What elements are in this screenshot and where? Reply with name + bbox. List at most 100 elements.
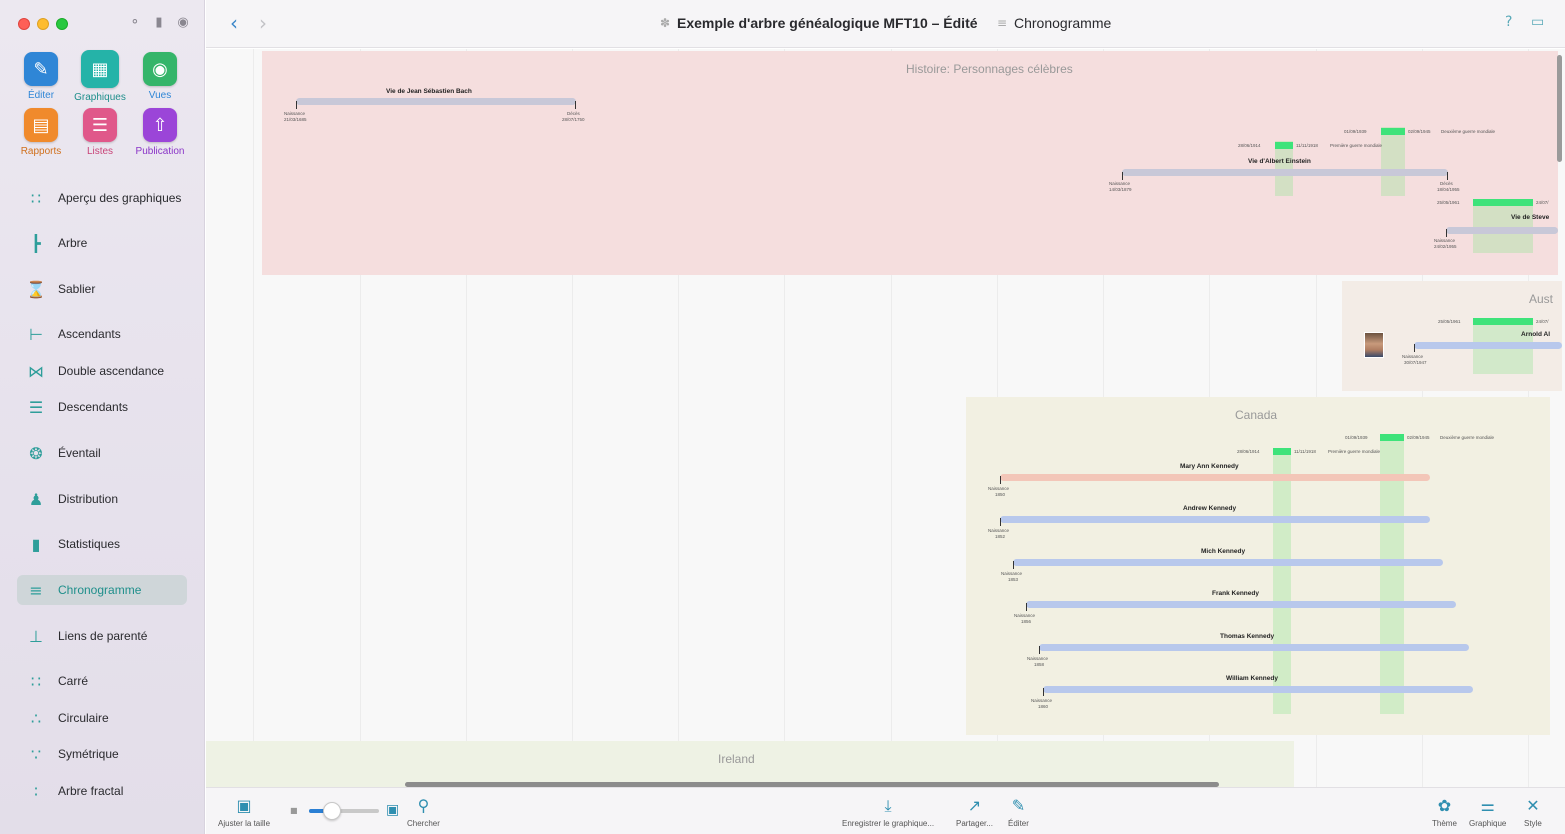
group-title: Histoire: Personnages célèbres: [906, 62, 1073, 76]
sidebar-item-ascendants[interactable]: ⊢ Ascendants: [17, 319, 187, 349]
event-end: 24/07/: [1536, 319, 1549, 324]
birth-label: Naissance: [284, 111, 306, 116]
sidebar-toggle-icon[interactable]: ▭: [1531, 14, 1545, 30]
sidebar-item-double-ascendance[interactable]: ⋈ Double ascendance: [17, 356, 187, 386]
sidebar-item-liens-de-parente[interactable]: ⊥ Liens de parenté: [17, 621, 187, 651]
chart-options-button[interactable]: ⚌ Graphique: [1469, 796, 1506, 828]
birth-label: Naissance: [988, 486, 1010, 491]
event-label: Première guerre mondiale: [1330, 143, 1383, 148]
share-button[interactable]: ↗ Partager...: [956, 796, 993, 828]
zoom-window-button[interactable]: [56, 18, 68, 30]
tool-charts[interactable]: ▦ Graphiques: [70, 50, 130, 103]
vertical-scrollbar[interactable]: [1557, 55, 1562, 162]
sidebar-item-carre[interactable]: ∷ Carré: [17, 666, 187, 696]
zoom-in-icon[interactable]: ▣: [386, 802, 400, 818]
style-button[interactable]: ✕ Style: [1524, 796, 1542, 828]
zoom-out-icon[interactable]: ■: [290, 806, 298, 815]
person-name: Vie de Jean Sébastien Bach: [386, 88, 472, 95]
grid-icon: ∷: [30, 188, 42, 208]
event-end: 02/09/1945: [1408, 129, 1431, 134]
bottom-toolbar: ▣ Ajuster la taille ■ ▣ ⚲ Chercher ⤓ Enr…: [206, 787, 1565, 834]
sidebar-item-arbre[interactable]: ┣ Arbre: [17, 228, 187, 258]
sidebar-item-label: Carré: [58, 674, 89, 688]
edit-button[interactable]: ✎ Éditer: [1008, 796, 1029, 828]
minimize-window-button[interactable]: [37, 18, 49, 30]
palette-icon: ✿: [1437, 796, 1452, 815]
help-icon[interactable]: ?: [1505, 14, 1513, 30]
event-ww1[interactable]: [1273, 448, 1291, 455]
sidebar-item-statistiques[interactable]: ▮ Statistiques: [17, 529, 187, 559]
event-ww2[interactable]: [1381, 128, 1405, 135]
double-ancestry-icon: ⋈: [28, 361, 44, 381]
event-ww1[interactable]: [1275, 142, 1293, 149]
share-icon: ↗: [967, 796, 982, 815]
portrait-photo[interactable]: [1364, 332, 1384, 358]
event-end: 02/09/1945: [1407, 435, 1430, 440]
tool-publication[interactable]: ⇧ Publication: [130, 108, 190, 157]
sidebar-item-sablier[interactable]: ⌛ Sablier: [17, 274, 187, 304]
tool-publication-label: Publication: [135, 146, 185, 157]
globe-icon[interactable]: ◉: [177, 15, 189, 30]
symmetric-icon: ∵: [30, 744, 42, 764]
birth-label: Naissance: [1109, 181, 1131, 186]
event-other[interactable]: [1473, 318, 1533, 325]
birth-label: Naissance: [1031, 698, 1053, 703]
ancestors-icon: ⊢: [29, 324, 43, 344]
chart-options-label: Graphique: [1469, 819, 1507, 828]
life-bar[interactable]: [1039, 644, 1469, 651]
event-end: 11/11/1918: [1294, 449, 1316, 454]
tool-edit-label: Éditer: [27, 90, 55, 101]
horizontal-scrollbar[interactable]: [405, 782, 1219, 787]
life-bar[interactable]: [296, 98, 576, 105]
event-label: Deuxième guerre mondiale: [1440, 435, 1495, 440]
sidebar-item-descendants[interactable]: ☰ Descendants: [17, 392, 187, 422]
bookmark-icon[interactable]: ▮: [155, 15, 163, 30]
birth-label: Naissance: [1027, 656, 1049, 661]
tool-reports[interactable]: ▤ Rapports: [11, 108, 71, 157]
tool-lists[interactable]: ☰ Listes: [70, 108, 130, 157]
search-label: Chercher: [407, 819, 440, 828]
sidebar-item-chronogramme[interactable]: ≡ Chronogramme: [17, 575, 187, 605]
sidebar-item-label: Sablier: [58, 282, 96, 296]
event-other[interactable]: [1473, 199, 1533, 206]
tool-edit[interactable]: ✎ Éditer: [11, 52, 71, 101]
tag-icon[interactable]: ⚬: [129, 15, 141, 30]
theme-button[interactable]: ✿ Thème: [1432, 796, 1457, 828]
sidebar-item-arbre-fractal[interactable]: ∶ Arbre fractal: [17, 776, 187, 806]
sidebar-item-label: Éventail: [58, 446, 101, 460]
zoom-slider-knob[interactable]: [323, 802, 341, 820]
life-bar[interactable]: [1446, 227, 1558, 234]
save-chart-button[interactable]: ⤓ Enregistrer le graphique...: [842, 796, 934, 828]
edit-label: Éditer: [1008, 819, 1029, 828]
life-bar[interactable]: [1043, 686, 1473, 693]
zoom-slider[interactable]: [309, 809, 379, 813]
sidebar-item-circulaire[interactable]: ∴ Circulaire: [17, 703, 187, 733]
life-bar[interactable]: [1414, 342, 1562, 349]
person-name: Vie d'Albert Einstein: [1248, 158, 1311, 165]
life-bar[interactable]: [1000, 516, 1430, 523]
person-name: Mich Kennedy: [1201, 548, 1246, 555]
search-button[interactable]: ⚲ Chercher: [407, 796, 440, 828]
life-bar[interactable]: [1013, 559, 1443, 566]
sidebar-item-symetrique[interactable]: ∵ Symétrique: [17, 739, 187, 769]
sidebar-item-apercu[interactable]: ∷ Aperçu des graphiques: [17, 183, 187, 213]
timeline-canvas[interactable]: Histoire: Personnages célèbres Vie de Je…: [206, 49, 1565, 787]
forward-chevron-icon[interactable]: ›: [259, 11, 267, 35]
group-title: Canada: [1235, 408, 1278, 422]
event-ww2[interactable]: [1380, 434, 1404, 441]
fit-size-button[interactable]: ▣ Ajuster la taille: [218, 796, 270, 828]
sidebar-item-label: Arbre: [58, 236, 88, 250]
life-bar[interactable]: [1122, 169, 1448, 176]
event-end: 24/07/: [1536, 200, 1549, 205]
close-window-button[interactable]: [18, 18, 30, 30]
fit-size-icon: ▣: [236, 796, 252, 815]
document-title: Exemple d'arbre généalogique MFT10 – Édi…: [677, 15, 978, 31]
life-bar[interactable]: [1000, 474, 1430, 481]
back-chevron-icon[interactable]: ‹: [230, 11, 238, 35]
death-label: Décès: [1440, 181, 1453, 186]
person-name: Frank Kennedy: [1212, 590, 1259, 597]
sidebar-item-eventail[interactable]: ❂ Éventail: [17, 438, 187, 468]
sidebar-item-distribution[interactable]: ♟ Distribution: [17, 484, 187, 514]
tool-views[interactable]: ◉ Vues: [130, 52, 190, 101]
life-bar[interactable]: [1026, 601, 1456, 608]
